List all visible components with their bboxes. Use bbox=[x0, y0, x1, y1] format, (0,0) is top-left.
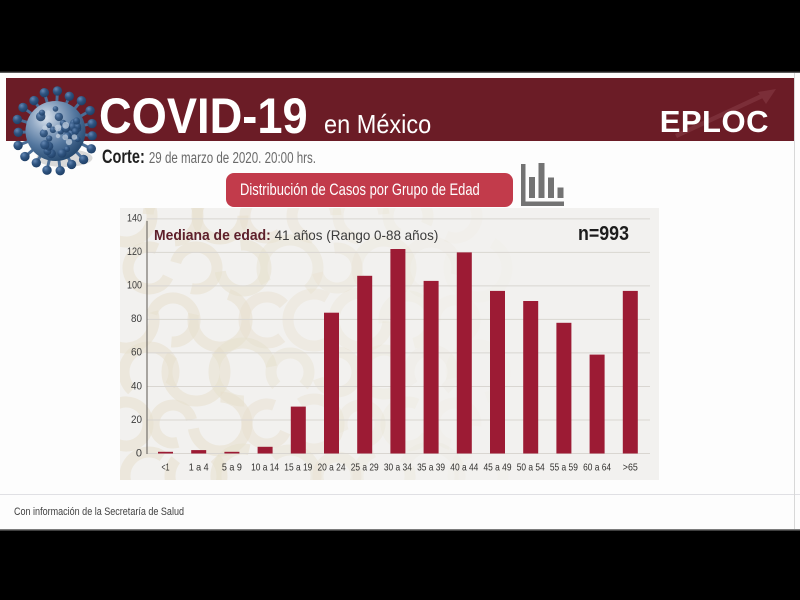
svg-text:80: 80 bbox=[131, 313, 142, 325]
svg-text:40 a 44: 40 a 44 bbox=[450, 462, 478, 474]
svg-text:10 a 14: 10 a 14 bbox=[251, 462, 279, 474]
svg-text:50 a 54: 50 a 54 bbox=[517, 462, 545, 474]
svg-text:40: 40 bbox=[131, 380, 142, 392]
svg-text:120: 120 bbox=[127, 246, 142, 258]
svg-text:20: 20 bbox=[131, 414, 142, 426]
svg-text:0: 0 bbox=[136, 447, 142, 459]
svg-text:1 a 4: 1 a 4 bbox=[189, 462, 209, 474]
svg-text:60: 60 bbox=[131, 347, 142, 359]
svg-text:5 a 9: 5 a 9 bbox=[222, 462, 242, 474]
svg-text:35 a 39: 35 a 39 bbox=[417, 462, 445, 474]
svg-text:45 a 49: 45 a 49 bbox=[484, 462, 512, 474]
svg-text:20 a 24: 20 a 24 bbox=[318, 462, 346, 474]
svg-text:>65: >65 bbox=[623, 462, 638, 474]
svg-text:25 a 29: 25 a 29 bbox=[351, 462, 379, 474]
svg-text:30 a 34: 30 a 34 bbox=[384, 462, 412, 474]
svg-text:55 a 59: 55 a 59 bbox=[550, 462, 578, 474]
svg-text:15 a 19: 15 a 19 bbox=[284, 462, 312, 474]
svg-text:140: 140 bbox=[127, 213, 142, 225]
svg-text:<1: <1 bbox=[162, 462, 170, 474]
svg-text:60 a 64: 60 a 64 bbox=[583, 462, 611, 474]
svg-text:100: 100 bbox=[127, 280, 142, 292]
